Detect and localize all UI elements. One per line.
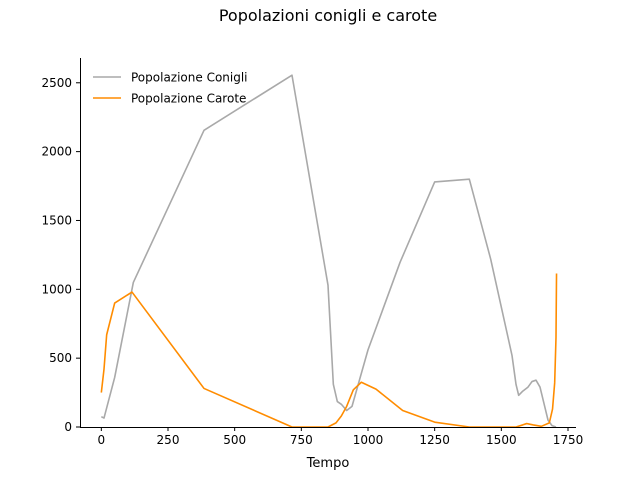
legend-label-2: Popolazione Carote <box>131 92 246 106</box>
series-layer <box>100 74 558 428</box>
legend: Popolazione Conigli Popolazione Carote <box>93 71 248 106</box>
x-tick-label: 1000 <box>353 433 384 447</box>
y-tick-label: 1000 <box>41 282 72 296</box>
series-line-2 <box>100 273 558 428</box>
x-tick-label: 1750 <box>553 433 584 447</box>
x-ticks: 0 250 500 750 1000 1250 1500 1750 <box>98 427 584 447</box>
series-line-1 <box>100 74 557 428</box>
y-ticks: 0 500 1000 1500 2000 2500 <box>41 76 80 434</box>
x-tick-label: 0 <box>98 433 106 447</box>
legend-label-1: Popolazione Conigli <box>131 71 248 85</box>
x-tick-label: 1500 <box>486 433 517 447</box>
y-tick-label: 0 <box>64 420 72 434</box>
x-tick-label: 1250 <box>419 433 450 447</box>
y-tick-label: 500 <box>49 351 72 365</box>
chart-title: Popolazioni conigli e carote <box>219 6 437 25</box>
y-tick-label: 1500 <box>41 213 72 227</box>
x-tick-label: 750 <box>290 433 313 447</box>
x-tick-label: 250 <box>157 433 180 447</box>
y-tick-label: 2000 <box>41 145 72 159</box>
y-tick-label: 2500 <box>41 76 72 90</box>
x-tick-label: 500 <box>223 433 246 447</box>
x-axis-label: Tempo <box>306 456 350 471</box>
